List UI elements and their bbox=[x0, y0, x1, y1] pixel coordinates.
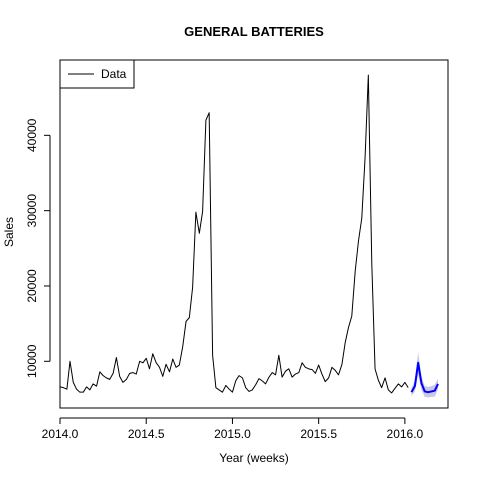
y-tick-label: 30000 bbox=[25, 194, 39, 228]
x-axis: 2014.0 2014.5 2015.0 2015.5 2016.0 bbox=[42, 417, 424, 441]
y-axis: 10000 20000 30000 40000 bbox=[25, 118, 51, 378]
series-lines bbox=[59, 74, 439, 394]
y-tick-label: 40000 bbox=[25, 118, 39, 152]
y-tick-label: 20000 bbox=[25, 269, 39, 303]
x-axis-label: Year (weeks) bbox=[219, 451, 289, 465]
x-tick-label: 2014.0 bbox=[42, 427, 79, 441]
x-tick-label: 2015.0 bbox=[214, 427, 251, 441]
plot-frame bbox=[59, 59, 449, 409]
y-tick-label: 10000 bbox=[25, 344, 39, 378]
x-tick-label: 2015.5 bbox=[300, 427, 337, 441]
chart-title: GENERAL BATTERIES bbox=[184, 24, 324, 39]
legend: Data bbox=[59, 59, 135, 89]
x-tick-label: 2014.5 bbox=[128, 427, 165, 441]
legend-entry-data: Data bbox=[101, 67, 127, 81]
x-tick-label: 2016.0 bbox=[387, 427, 424, 441]
data-series-line bbox=[59, 74, 409, 394]
y-axis-label: Sales bbox=[2, 217, 16, 247]
forecast-series-line bbox=[410, 361, 439, 394]
